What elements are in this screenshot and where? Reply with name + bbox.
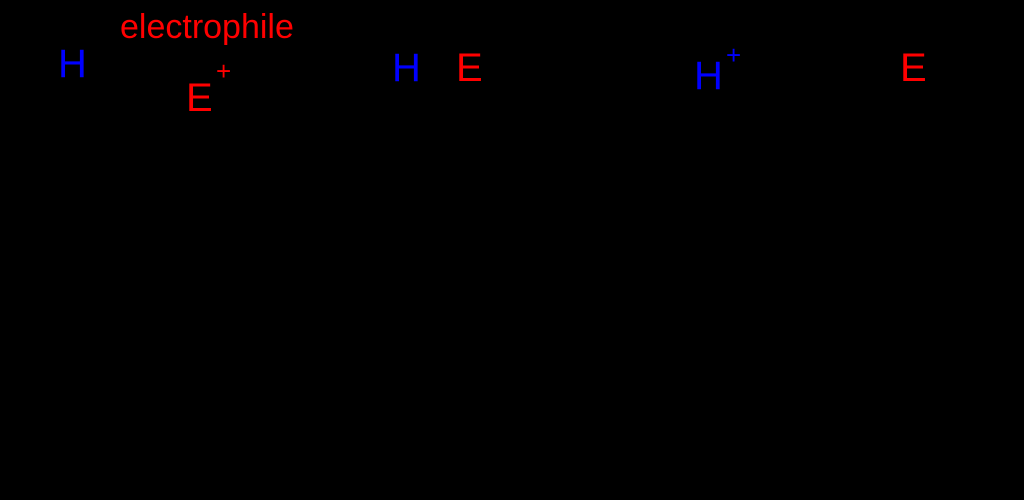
structure-2-ring: +	[374, 92, 496, 265]
electrophile-label: electrophile	[120, 10, 294, 44]
structure-3-ring	[799, 92, 921, 265]
struct1-plus: +	[216, 58, 231, 84]
diagram-canvas: + electrophile H E + H E H + E	[0, 0, 1024, 500]
struct3-plus: +	[726, 42, 741, 68]
struct1-E: E	[186, 78, 213, 118]
struct3-E: E	[900, 48, 927, 88]
struct1-H: H	[58, 44, 87, 84]
structure-1-ring	[39, 90, 161, 265]
diagram-svg: +	[0, 0, 1024, 500]
struct2-H: H	[392, 48, 421, 88]
svg-text:+: +	[427, 180, 443, 211]
struct2-E: E	[456, 48, 483, 88]
struct3-H: H	[694, 56, 723, 96]
